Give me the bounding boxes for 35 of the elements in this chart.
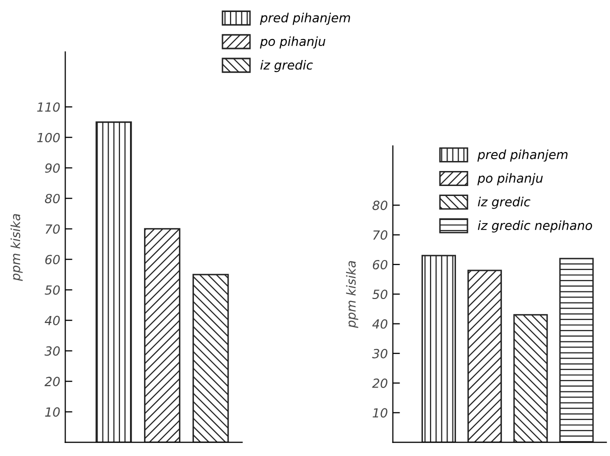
legend-label: po pihanju [260, 36, 326, 48]
y-tick-label: 30 [372, 348, 388, 358]
y-tick-label: 10 [372, 408, 388, 418]
y-tick-label: 90 [45, 163, 60, 173]
y-tick-label: 20 [372, 378, 388, 388]
bar [513, 314, 548, 442]
y-tick-label: 50 [372, 290, 388, 300]
y-tick-label: 60 [372, 260, 388, 270]
y-axis-title: ppm kisika [10, 214, 23, 281]
legend-label: iz gredic [260, 60, 313, 72]
bar [192, 274, 229, 442]
y-tick-label: 100 [37, 132, 60, 142]
bar [559, 258, 594, 442]
y-tick-label: 80 [372, 200, 388, 210]
y-axis-title: ppm kisika [346, 261, 358, 328]
y-tick-label: 70 [373, 230, 388, 240]
legend-label: pred pihanjem [260, 12, 350, 25]
y-tick-label: 20 [44, 376, 60, 386]
y-tick-label: 60 [45, 254, 60, 264]
y-tick-label: 40 [372, 319, 388, 329]
legend-label: iz gredic [478, 196, 530, 209]
bar [422, 254, 456, 442]
y-tick-label: 70 [46, 224, 60, 234]
legend-label: po pihanju [477, 173, 543, 186]
y-tick-label: 40 [44, 316, 60, 326]
bar [96, 121, 132, 442]
y-tick-label: 10 [45, 407, 60, 417]
y-tick-label: 30 [44, 346, 60, 356]
y-tick-label: 110 [37, 102, 60, 112]
y-tick-label: 50 [44, 285, 60, 295]
legend-label: iz gredic nepihano [478, 220, 592, 233]
bar [144, 228, 180, 442]
legend-label: pred pihanjem [477, 150, 568, 162]
bar [467, 270, 502, 442]
y-tick-label: 80 [44, 194, 60, 204]
